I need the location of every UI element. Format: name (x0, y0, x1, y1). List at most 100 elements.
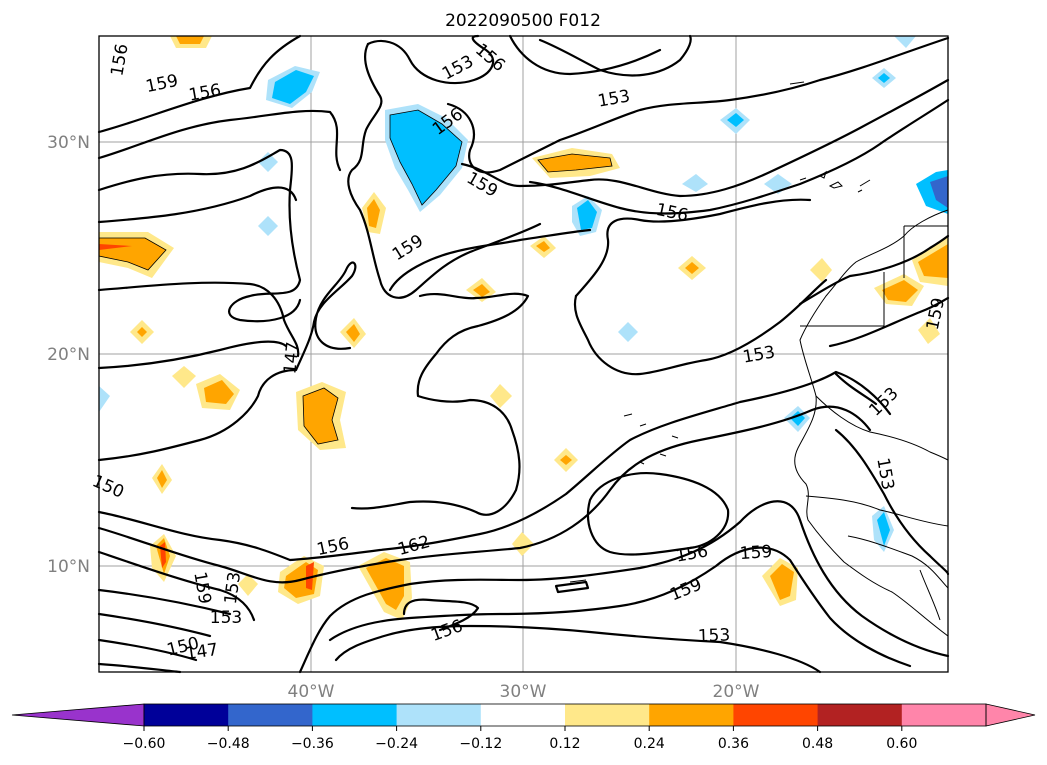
contour-line (798, 234, 950, 306)
colorbar-tick-label: 0.36 (718, 736, 749, 752)
contour-line (97, 638, 198, 662)
contour-label: 147 (185, 640, 220, 664)
positive-anomaly-patch (512, 532, 534, 556)
colorbar-tick-label: 0.24 (634, 736, 665, 752)
gridlines (99, 36, 948, 672)
contour-line (574, 198, 812, 298)
negative-anomaly-patch (894, 36, 916, 48)
contour-line (97, 261, 357, 462)
lat-ticks: 30°N 20°N 10°N (47, 133, 90, 577)
contour-line (97, 109, 342, 172)
shaded-field (99, 36, 948, 620)
negative-anomaly-patch (878, 73, 890, 83)
lat-tick-label: 30°N (47, 133, 90, 153)
negative-anomaly-patch (258, 152, 278, 172)
contour-line (402, 598, 480, 632)
positive-anomaly-patch (538, 154, 612, 172)
contour-line (334, 624, 822, 674)
country-border (919, 569, 941, 621)
positive-anomaly-patch (490, 384, 512, 408)
contour-line (538, 34, 692, 77)
contour-line (97, 281, 300, 358)
lon-ticks: 40°W 30°W 20°W (288, 682, 760, 702)
negative-anomaly-patch (99, 386, 110, 412)
island (623, 413, 679, 465)
colorbar-bin (733, 704, 819, 726)
island (799, 170, 871, 193)
colorbar-bin (649, 704, 734, 726)
contour-line (97, 186, 298, 224)
colorbar-tick-label: 0.60 (886, 736, 917, 752)
map-frame (98, 35, 949, 673)
colorbar-bin (228, 704, 313, 726)
country-border (847, 535, 949, 589)
contour-line (528, 98, 950, 215)
positive-anomaly-patch (810, 258, 832, 282)
negative-anomaly-patch (258, 216, 278, 236)
negative-anomaly-patch (577, 200, 597, 230)
positive-anomaly-patch (473, 284, 490, 297)
colorbar-tick-label: 0.48 (802, 736, 833, 752)
contour-line (460, 78, 950, 198)
positive-anomaly-patch (367, 199, 380, 228)
positive-anomaly-patch (172, 366, 196, 388)
negative-anomaly-patch (272, 70, 314, 104)
colorbar-bin (144, 704, 229, 726)
positive-anomaly-patch (204, 380, 234, 404)
coastline (794, 209, 949, 637)
contour-line (554, 580, 590, 594)
contour-label: 159 (739, 542, 773, 564)
lat-tick-label: 10°N (47, 557, 90, 577)
positive-anomaly-patch (770, 564, 794, 600)
colorbar-bin (480, 704, 566, 726)
contour-line (97, 340, 288, 370)
positive-anomaly-patch (366, 558, 404, 610)
colorbar-tick-label: −0.60 (123, 736, 166, 752)
contour-label: 153 (221, 571, 245, 606)
colorbar-bin (312, 704, 398, 726)
contour-line (347, 42, 542, 299)
positive-anomaly-patch (306, 562, 314, 590)
contour-line (97, 148, 302, 323)
contour-line (446, 36, 950, 174)
country-border (815, 395, 949, 461)
contour-line (97, 612, 212, 638)
colorbar-tick-label: −0.36 (291, 736, 334, 752)
colorbar-bin (396, 704, 482, 726)
contour-label: 153 (697, 625, 730, 646)
contour-line (350, 292, 530, 516)
colorbar-tick-label: −0.12 (459, 736, 502, 752)
positive-anomaly-patch (560, 455, 572, 465)
contour-line (97, 550, 256, 622)
anomaly-outline (389, 109, 463, 206)
anomaly-outlines (98, 109, 613, 445)
colorbar: −0.60 −0.48 −0.36 −0.24 −0.12 0.12 0.24 0.36 0.4… (11, 703, 1036, 752)
country-border (800, 225, 948, 327)
contour-line (388, 228, 592, 292)
contour-line (834, 372, 878, 406)
contour-line (97, 34, 302, 134)
colorbar-bin (565, 704, 650, 726)
positive-anomaly-patch (137, 327, 147, 337)
contour-line (97, 370, 892, 562)
colorbar-tick-label: −0.24 (375, 736, 418, 752)
negative-anomaly-patch (682, 174, 708, 192)
height-contours (97, 34, 950, 674)
island (569, 579, 587, 583)
colorbar-extend-low (11, 703, 145, 727)
lon-tick-label: 40°W (288, 682, 335, 702)
contour-line (573, 278, 828, 376)
colorbar-bin (901, 704, 987, 726)
contour-line (298, 500, 950, 674)
contour-line (366, 34, 495, 85)
positive-anomaly-patch (918, 318, 940, 344)
contour-line (586, 472, 730, 556)
contour-line (328, 546, 912, 668)
island (789, 81, 805, 85)
contour-line (508, 34, 662, 76)
positive-anomaly-patch (882, 280, 918, 302)
contour-line (97, 588, 232, 616)
anomaly-outline (302, 387, 339, 445)
